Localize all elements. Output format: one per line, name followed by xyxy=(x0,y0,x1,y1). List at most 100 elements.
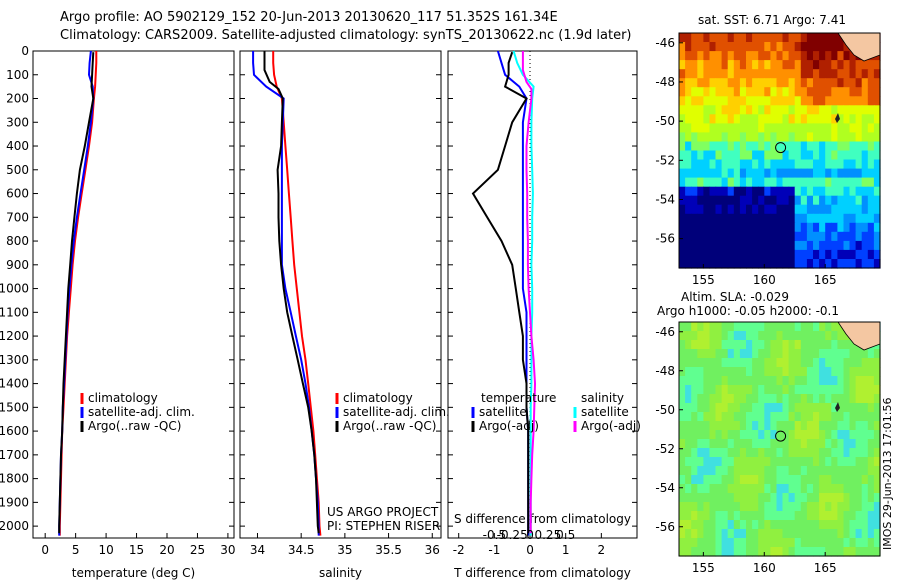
map-cell xyxy=(764,42,771,52)
map-cell xyxy=(764,412,771,422)
map-cell xyxy=(831,349,838,359)
map-cell xyxy=(825,69,832,79)
map-cell xyxy=(727,340,735,350)
map-cell xyxy=(861,502,869,512)
map-cell xyxy=(776,403,784,413)
map-cell xyxy=(703,466,711,476)
map-cell xyxy=(697,204,704,215)
y-tick-label: 2000 xyxy=(0,519,29,533)
map-cell xyxy=(825,394,832,404)
map-cell xyxy=(813,340,820,350)
map-cell xyxy=(837,502,845,512)
map-cell xyxy=(849,520,857,530)
map-cell xyxy=(715,466,723,476)
map-cell xyxy=(703,168,711,179)
map-cell xyxy=(843,69,851,79)
map-cell xyxy=(679,457,686,467)
map-cell xyxy=(843,511,851,521)
map-cell xyxy=(752,60,759,70)
map-cell xyxy=(727,511,735,521)
map-cell xyxy=(746,186,753,197)
map-cell xyxy=(752,259,759,269)
map-cell xyxy=(703,448,711,458)
map-cell xyxy=(867,367,875,377)
map-cell xyxy=(867,349,875,359)
map-cell xyxy=(819,60,826,70)
map-cell xyxy=(819,240,826,251)
map-cell xyxy=(685,141,692,152)
map-cell xyxy=(739,385,747,395)
map-cell xyxy=(679,51,686,61)
map-cell xyxy=(849,51,857,61)
map-cell xyxy=(873,259,881,269)
map-cell xyxy=(800,204,808,215)
map-cell xyxy=(709,340,717,350)
map-cell xyxy=(849,204,857,215)
map-cell xyxy=(764,186,771,197)
map-cell xyxy=(721,412,729,422)
map-cell xyxy=(752,213,759,224)
map-cell xyxy=(825,457,832,467)
map-cell xyxy=(873,96,881,106)
map-cell xyxy=(709,331,717,341)
map-cell xyxy=(703,105,711,115)
map-cell xyxy=(782,448,790,458)
map-cell xyxy=(764,349,771,359)
map-cell xyxy=(709,439,717,449)
map-cell xyxy=(843,96,851,106)
map-cell xyxy=(800,222,808,233)
map-cell xyxy=(837,403,845,413)
map-cell xyxy=(746,33,753,43)
map-cell xyxy=(806,204,814,215)
map-cell xyxy=(679,367,686,377)
map-cell xyxy=(873,105,881,115)
map-cell xyxy=(788,484,796,494)
map-cell xyxy=(776,448,784,458)
map-cell xyxy=(770,249,778,260)
map-cell xyxy=(733,33,741,43)
map-cell xyxy=(770,69,778,79)
map-cell xyxy=(794,259,802,269)
map-cell xyxy=(691,33,698,43)
map-cell xyxy=(825,439,832,449)
map-cell xyxy=(709,376,717,386)
map-cell xyxy=(715,331,723,341)
map-cell xyxy=(733,385,741,395)
map-cell xyxy=(819,141,826,152)
map-cell xyxy=(709,547,717,557)
map-cell xyxy=(709,69,717,79)
map-cell xyxy=(709,493,717,503)
map-cell xyxy=(709,51,717,61)
map-cell xyxy=(813,123,820,133)
map-cell xyxy=(733,421,741,431)
map-cell xyxy=(691,385,698,395)
map-cell xyxy=(733,141,741,152)
map-cell xyxy=(873,466,881,476)
map-cell xyxy=(800,123,808,133)
map-cell xyxy=(709,177,717,188)
map-cell xyxy=(782,42,790,52)
map-cell xyxy=(813,403,820,413)
map-cell xyxy=(873,385,881,395)
map-cell xyxy=(685,78,692,88)
map-cell xyxy=(739,42,747,52)
map-cell xyxy=(788,213,796,224)
map-cell xyxy=(721,78,729,88)
map-cell xyxy=(709,421,717,431)
map-cell xyxy=(752,123,759,133)
map-x-tick-label: 160 xyxy=(753,561,776,575)
map-cell xyxy=(752,150,759,161)
y-tick-label: 1700 xyxy=(0,448,29,462)
map-cell xyxy=(764,538,771,548)
map-cell xyxy=(819,439,826,449)
map-cell xyxy=(691,87,698,97)
map-cell xyxy=(715,42,723,52)
map-cell xyxy=(715,484,723,494)
map-cell xyxy=(855,168,863,179)
map-x-tick-label: 155 xyxy=(692,273,715,287)
map-cell xyxy=(849,547,857,557)
map-cell xyxy=(752,484,759,494)
map-cell xyxy=(770,240,778,251)
map-cell xyxy=(825,87,832,97)
map-cell xyxy=(697,475,704,485)
